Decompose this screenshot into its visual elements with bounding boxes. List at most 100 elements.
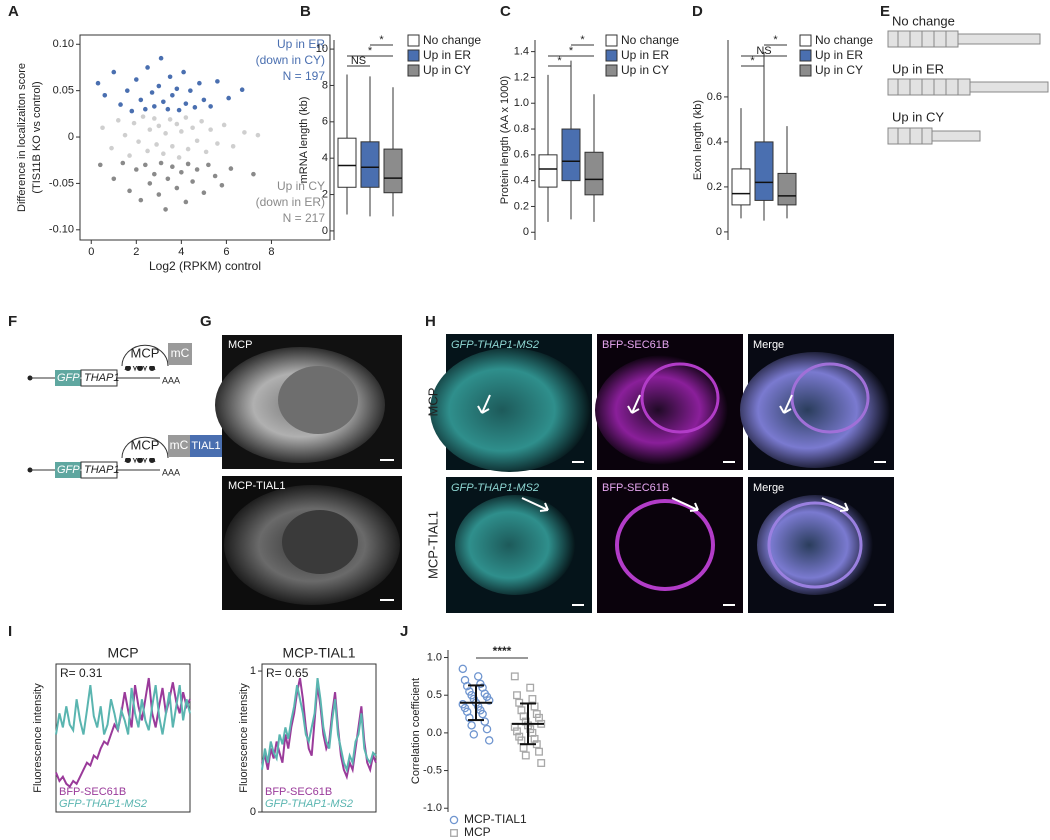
tail-text: AAA	[162, 375, 180, 385]
point	[179, 169, 184, 175]
legend-label: BFP-SEC61B	[59, 786, 126, 798]
y-tick-label: 4	[322, 152, 328, 164]
tial1-box	[190, 435, 222, 457]
legend-label: Up in ER	[815, 48, 863, 62]
y-tick-label: 0	[250, 806, 256, 818]
point	[140, 114, 146, 119]
arrow	[627, 394, 641, 414]
series-line	[261, 677, 377, 774]
point	[183, 115, 189, 120]
point	[197, 80, 202, 86]
y-tick-label: -0.05	[49, 177, 74, 189]
y-axis-label: mRNA length (kb)	[298, 97, 310, 184]
point	[163, 131, 168, 136]
significance: *	[750, 55, 755, 67]
box	[538, 154, 558, 188]
panel-label: C	[500, 3, 511, 20]
row-label: MCP	[425, 388, 440, 417]
point	[478, 709, 487, 719]
panel-label: I	[8, 623, 12, 640]
y-tick-label: 0	[68, 131, 74, 143]
point	[190, 179, 195, 184]
legend-label: No change	[423, 33, 481, 47]
utr	[969, 81, 1049, 93]
point	[179, 129, 184, 134]
y-tick-label: 10	[316, 43, 328, 55]
image-label: MCP	[228, 339, 252, 351]
mcp-text: MCP	[131, 437, 160, 452]
x-tick-label: 6	[223, 246, 229, 258]
chart-title: MCP	[107, 645, 138, 661]
annotation: R= 0.65	[266, 666, 309, 680]
y-tick-label: 0	[523, 226, 529, 238]
cds-box	[80, 369, 118, 387]
exon-borders	[897, 31, 947, 47]
plot-frame	[261, 663, 377, 813]
point	[192, 105, 198, 110]
y-tick-label: 1.4	[514, 46, 529, 58]
point	[513, 691, 521, 700]
point	[482, 724, 492, 734]
point	[174, 86, 180, 92]
arrow	[779, 394, 793, 414]
point	[147, 127, 153, 132]
gfp-box	[55, 370, 81, 386]
panel-label: F	[8, 313, 17, 330]
point	[158, 55, 164, 61]
construct-text: THAP1	[84, 372, 119, 384]
stem-loop	[125, 457, 131, 463]
point	[134, 167, 139, 172]
legend-label: Up in CY	[621, 63, 669, 77]
point	[167, 74, 173, 80]
point	[201, 97, 207, 103]
point	[251, 171, 256, 177]
construct-text: THAP1	[84, 464, 119, 476]
fusion-text: TIAL1	[191, 440, 220, 452]
panel-label: A	[8, 3, 19, 20]
gfp-box	[55, 462, 81, 478]
nuclear-envelope	[767, 501, 863, 589]
point	[143, 162, 148, 168]
point	[115, 118, 121, 123]
point	[127, 153, 132, 158]
panel-g: MCP MCP-TIAL1	[215, 335, 402, 610]
significance: *	[580, 34, 585, 46]
mcp-text: MCP	[131, 345, 160, 360]
x-tick-label: 4	[178, 246, 184, 258]
point	[174, 121, 180, 127]
y-tick-label: 0.10	[53, 38, 74, 50]
point	[167, 117, 173, 122]
point	[161, 99, 166, 105]
point	[183, 101, 189, 106]
point	[97, 162, 103, 168]
column-label: GFP-THAP1-MS2	[451, 482, 539, 494]
point	[129, 108, 135, 114]
point	[138, 197, 144, 203]
box	[337, 137, 357, 188]
y-tick-label: 8	[322, 79, 328, 91]
column-label: Merge	[753, 482, 784, 494]
scale-bars	[572, 461, 886, 606]
point	[526, 683, 535, 692]
gene-label: Up in CY	[892, 109, 944, 124]
point	[100, 125, 105, 131]
point	[156, 83, 162, 89]
x-tick-label: 8	[268, 246, 274, 258]
annotation: (down in ER)	[256, 195, 325, 209]
legend-label: MCP-TIAL1	[464, 812, 527, 826]
row-label: MCP-TIAL1	[425, 511, 440, 579]
legend-label: Up in ER	[423, 48, 471, 62]
point	[469, 730, 479, 739]
nucleus	[278, 366, 358, 434]
significance: *	[379, 34, 384, 46]
legend-swatch	[799, 49, 812, 62]
nuclear-envelope	[640, 362, 720, 434]
point	[176, 107, 182, 113]
point	[208, 104, 213, 109]
gene-label: Up in ER	[892, 61, 944, 76]
point	[147, 181, 153, 186]
y-tick-label: 0.2	[514, 200, 529, 212]
panel-label: G	[200, 313, 212, 330]
legend-swatch	[605, 34, 618, 47]
significance: *	[557, 55, 562, 67]
